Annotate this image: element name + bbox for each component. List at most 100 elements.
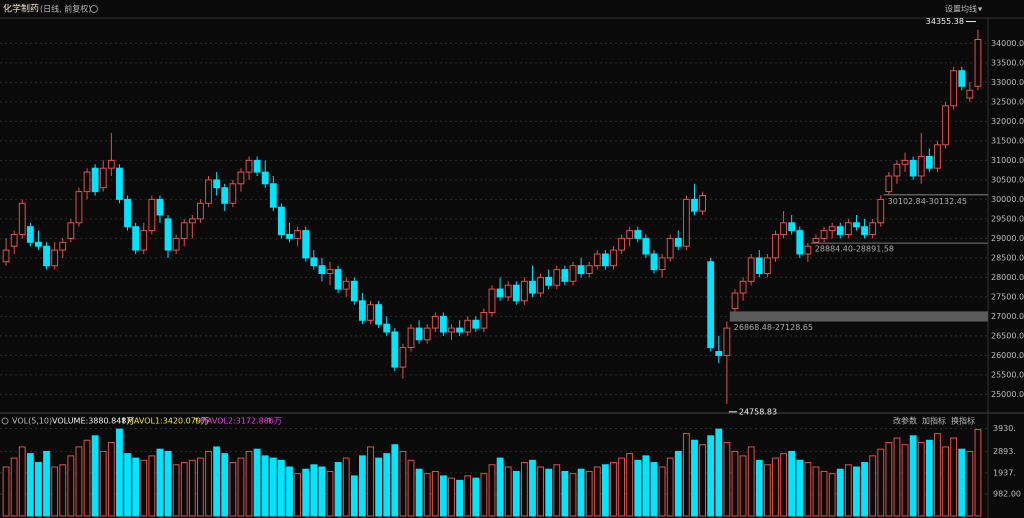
vol-button[interactable]: 换指标 bbox=[951, 416, 975, 426]
volume-bar bbox=[569, 473, 577, 517]
volume-bar bbox=[942, 446, 949, 517]
candle-body bbox=[577, 265, 585, 275]
volume-bar bbox=[974, 429, 982, 517]
volume-bar bbox=[107, 442, 115, 517]
volume-bar bbox=[893, 437, 901, 517]
volume-bar bbox=[464, 475, 472, 517]
volume-bar bbox=[593, 466, 601, 517]
volume-bar bbox=[917, 442, 925, 517]
candle-body bbox=[755, 257, 763, 274]
volume-bar bbox=[156, 448, 164, 517]
volume-bar bbox=[869, 455, 877, 517]
candle-body bbox=[618, 237, 626, 251]
volume-bar bbox=[132, 457, 140, 517]
volume-bar bbox=[140, 459, 148, 517]
volume-bar bbox=[342, 457, 350, 517]
candle-body bbox=[43, 245, 50, 267]
volume-bar bbox=[610, 462, 617, 517]
y-tick-label: 29000.00 bbox=[991, 234, 1024, 243]
candle-body bbox=[180, 222, 188, 239]
volume-bar bbox=[950, 437, 958, 517]
vol-button[interactable]: 加指标 bbox=[922, 416, 946, 426]
candle-body bbox=[512, 284, 520, 302]
volume-bar bbox=[642, 455, 650, 517]
candle-body bbox=[707, 261, 715, 349]
y-tick-label: 1937. bbox=[993, 468, 1016, 477]
volume-bar bbox=[253, 448, 261, 517]
candle-body bbox=[917, 156, 925, 177]
candle-body bbox=[780, 222, 787, 236]
candle-body bbox=[496, 288, 504, 298]
candle-body bbox=[925, 156, 933, 169]
candle-body bbox=[974, 39, 982, 87]
candle-body bbox=[626, 230, 634, 239]
candle-body bbox=[148, 198, 156, 232]
volume-bar bbox=[294, 473, 302, 517]
y-tick-label: 28000.00 bbox=[991, 273, 1024, 282]
y-tick-label: 982.00 bbox=[993, 490, 1021, 499]
volume-bar bbox=[148, 455, 156, 517]
candle-body bbox=[836, 226, 844, 235]
candle-body bbox=[739, 280, 747, 294]
volume-bar bbox=[747, 446, 755, 517]
candle-body bbox=[966, 89, 974, 99]
candle-body bbox=[391, 331, 399, 368]
volume-bar bbox=[682, 433, 690, 517]
candle-body bbox=[229, 183, 237, 204]
candle-body bbox=[415, 327, 423, 341]
volume-bar bbox=[763, 464, 771, 517]
candle-body bbox=[699, 195, 706, 212]
candle-body bbox=[804, 245, 812, 255]
candle-body bbox=[197, 202, 204, 220]
candle-body bbox=[26, 226, 34, 243]
volume-bar bbox=[561, 470, 569, 517]
volume-bar bbox=[26, 453, 34, 517]
vol-button[interactable]: 改参数 bbox=[893, 416, 917, 426]
candle-body bbox=[269, 183, 277, 208]
candle-body bbox=[545, 276, 553, 286]
arrow: ↑ bbox=[120, 417, 127, 426]
y-tick-label: 27000.00 bbox=[991, 312, 1024, 321]
volume-bar bbox=[925, 439, 933, 517]
candle-body bbox=[893, 163, 901, 177]
settings-icon[interactable] bbox=[90, 5, 98, 13]
candle-body bbox=[682, 198, 690, 247]
volume-bar bbox=[172, 464, 180, 517]
candle-body bbox=[59, 241, 67, 251]
volume-bar bbox=[358, 455, 366, 517]
candle-body bbox=[812, 237, 820, 243]
candle-body bbox=[326, 269, 334, 275]
volume-bar bbox=[844, 464, 852, 517]
candle-body bbox=[942, 105, 949, 146]
volume-bar bbox=[804, 462, 812, 517]
candle-body bbox=[205, 179, 212, 204]
volume-bar bbox=[205, 450, 212, 517]
candle-body bbox=[593, 253, 601, 267]
candle-body bbox=[715, 351, 723, 356]
y-tick-label: 3930. bbox=[993, 424, 1016, 433]
candle-body bbox=[763, 257, 771, 274]
volume-bar bbox=[164, 450, 172, 517]
volume-bar bbox=[715, 428, 723, 517]
candle-body bbox=[796, 230, 804, 255]
candle-body bbox=[901, 159, 909, 165]
volume-bar bbox=[529, 459, 536, 517]
ma-settings[interactable]: 设置均线 bbox=[945, 4, 977, 14]
y-tick-label: 34000.00 bbox=[991, 39, 1024, 48]
volume-bar bbox=[35, 462, 42, 517]
candle-body bbox=[383, 323, 391, 333]
volume-bar bbox=[504, 466, 512, 517]
volume-bar bbox=[755, 459, 763, 517]
volume-bar bbox=[213, 446, 221, 517]
candle-body bbox=[958, 70, 966, 87]
volume-bar bbox=[99, 450, 107, 517]
volume-bar bbox=[853, 466, 860, 517]
vol-icon[interactable] bbox=[1, 417, 9, 425]
volume-bar bbox=[909, 435, 917, 517]
candle-body bbox=[334, 269, 342, 290]
volume-bar bbox=[537, 466, 545, 517]
candle-body bbox=[342, 280, 350, 290]
y-tick-label: 29500.00 bbox=[991, 214, 1024, 223]
vol-value: VOLUME:3880.848万 bbox=[52, 417, 134, 426]
candle-body bbox=[172, 237, 180, 251]
